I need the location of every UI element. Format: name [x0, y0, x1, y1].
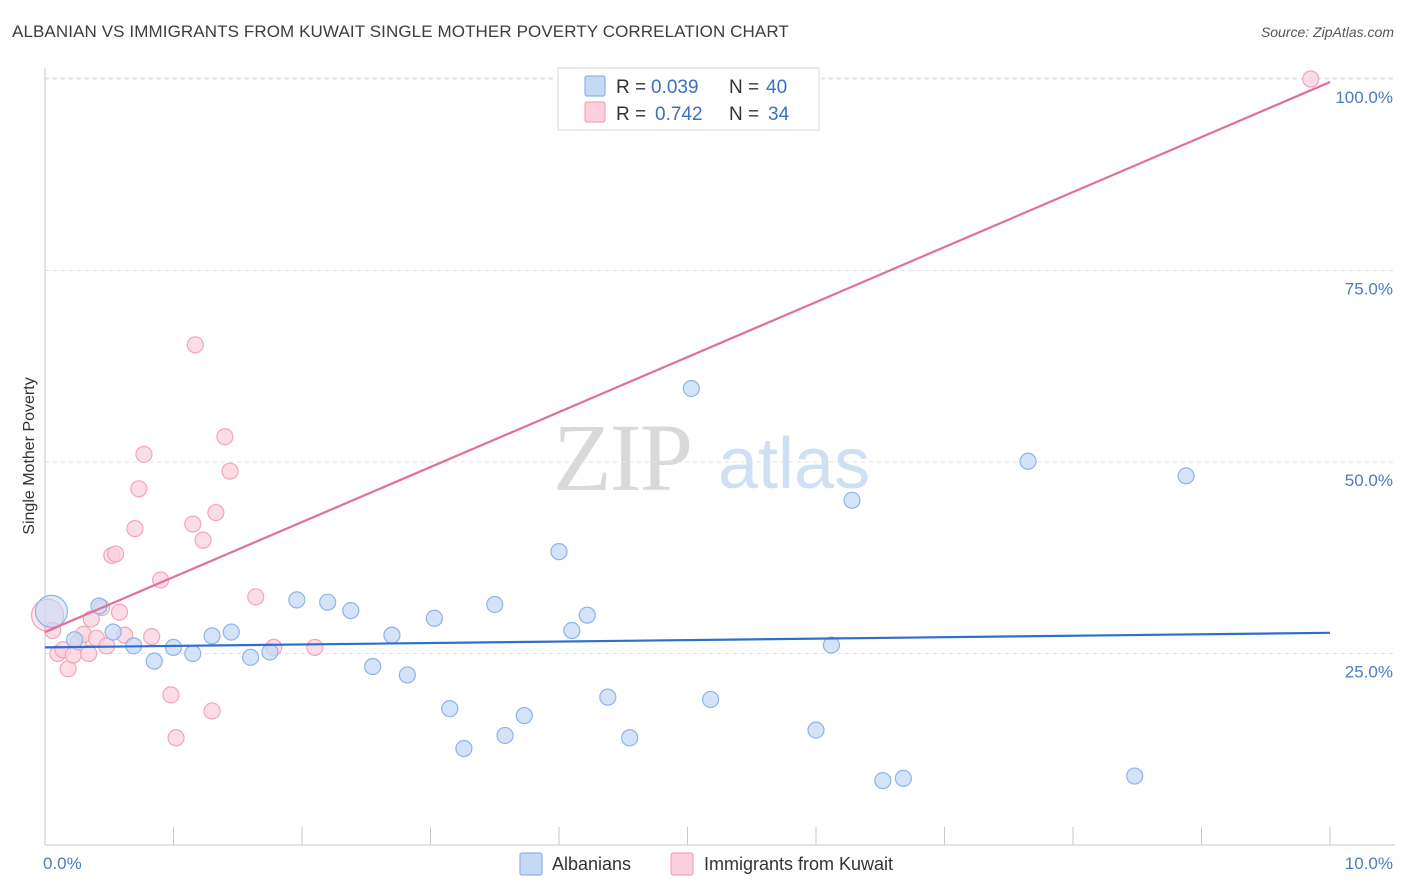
x-axis-ticks — [173, 827, 1331, 845]
bottom-legend-label-albanians: Albanians — [552, 854, 631, 874]
kuwait-point-19 — [135, 445, 153, 463]
albanian-point-24 — [550, 543, 568, 561]
x-tick-label-max: 10.0% — [1345, 854, 1393, 873]
kuwait-trend-line — [44, 81, 1331, 634]
legend-swatch-kuwait — [584, 101, 606, 123]
kuwait-point-22 — [162, 686, 180, 704]
y-tick-label-50: 50.0% — [1345, 471, 1393, 490]
y-tick-label-75: 75.0% — [1345, 280, 1393, 299]
bottom-legend-swatch-kuwait — [670, 852, 694, 876]
kuwait-point-17 — [126, 520, 144, 538]
albanian-point-35 — [894, 769, 912, 787]
kuwait-point-25 — [186, 336, 204, 354]
albanian-point-16 — [383, 626, 401, 644]
legend-r-label-kuwait: R = — [616, 104, 646, 125]
albanian-point-27 — [599, 688, 617, 706]
kuwait-point-28 — [207, 503, 225, 522]
kuwait-point-26 — [194, 531, 212, 549]
kuwait-point-31 — [247, 588, 265, 606]
kuwait-point-18 — [130, 480, 148, 498]
albanian-point-3 — [104, 623, 122, 641]
kuwait-point-34 — [1302, 70, 1320, 88]
albanian-point-9 — [222, 623, 240, 641]
kuwait-point-27 — [203, 702, 221, 720]
albanian-point-12 — [288, 591, 306, 609]
albanian-point-25 — [563, 621, 581, 640]
y-tick-labels: 25.0% 50.0% 75.0% 100.0% — [1335, 88, 1393, 682]
chart-title: ALBANIAN VS IMMIGRANTS FROM KUWAIT SINGL… — [12, 22, 789, 41]
legend-swatch-albanians — [584, 75, 606, 97]
trend-lines — [44, 81, 1331, 649]
albanian-point-17 — [398, 666, 416, 684]
albanian-point-21 — [486, 595, 504, 614]
watermark-atlas: atlas — [718, 424, 870, 504]
legend-n-label-albanians: N = — [729, 77, 759, 98]
watermark-zip: ZIP — [553, 404, 691, 511]
albanian-point-31 — [807, 721, 825, 739]
albanian-point-32 — [822, 636, 841, 654]
legend-n-value-kuwait: 34 — [768, 104, 790, 125]
y-tick-label-100: 100.0% — [1335, 88, 1393, 107]
legend-n-value-albanians: 40 — [766, 77, 787, 98]
y-axis-title: Single Mother Poverty — [21, 377, 38, 534]
albanian-point-36 — [1019, 452, 1037, 470]
y-tick-label-25: 25.0% — [1345, 663, 1393, 682]
albanian-point-13 — [319, 593, 337, 611]
albanian-point-29 — [682, 379, 700, 398]
x-tick-label-min: 0.0% — [43, 854, 82, 873]
albanian-point-1 — [65, 631, 84, 649]
gridlines — [45, 77, 1395, 654]
albanian-point-11 — [261, 643, 279, 661]
albanian-point-18 — [425, 609, 443, 627]
kuwait-point-24 — [184, 515, 202, 533]
albanian-point-7 — [184, 644, 202, 663]
kuwait-point-33 — [306, 638, 324, 656]
albanian-point-0 — [34, 594, 69, 628]
albanian-point-28 — [621, 729, 639, 747]
albanian-point-5 — [145, 652, 163, 670]
albanian-point-14 — [342, 602, 360, 620]
bottom-legend-swatch-albanians — [519, 852, 543, 876]
albanian-point-38 — [1177, 467, 1195, 485]
albanian-point-10 — [242, 648, 260, 666]
albanian-point-22 — [496, 726, 514, 745]
albanian-point-26 — [578, 606, 596, 624]
kuwait-point-15 — [110, 603, 129, 621]
kuwait-point-29 — [216, 428, 234, 446]
albanian-point-30 — [702, 690, 720, 709]
bottom-legend: Albanians Immigrants from Kuwait — [519, 852, 893, 876]
albanian-point-34 — [874, 772, 892, 790]
albanian-point-19 — [441, 700, 459, 718]
legend-r-label-albanians: R = — [616, 77, 646, 98]
legend-r-value-albanians: 0.039 — [651, 77, 699, 98]
albanian-point-33 — [843, 491, 861, 509]
albanian-point-37 — [1126, 767, 1144, 785]
legend-r-value-kuwait: 0.742 — [655, 104, 703, 125]
kuwait-point-14 — [107, 545, 125, 563]
kuwait-point-8 — [80, 644, 98, 663]
legend-n-label-kuwait: N = — [729, 104, 759, 125]
legend: R = 0.039 N = 40 R = 0.742 N = 34 — [557, 67, 820, 131]
albanian-point-6 — [164, 638, 183, 656]
kuwait-point-23 — [167, 729, 185, 747]
albanian-point-20 — [455, 739, 473, 758]
albanian-point-15 — [364, 657, 382, 676]
bottom-legend-label-kuwait: Immigrants from Kuwait — [704, 854, 893, 874]
source-credit: Source: ZipAtlas.com — [1260, 24, 1394, 40]
albanian-point-8 — [203, 627, 221, 645]
kuwait-point-20 — [143, 628, 161, 646]
albanian-trend-line — [44, 631, 1331, 649]
kuwait-point-30 — [221, 462, 239, 480]
albanian-point-23 — [515, 706, 533, 725]
